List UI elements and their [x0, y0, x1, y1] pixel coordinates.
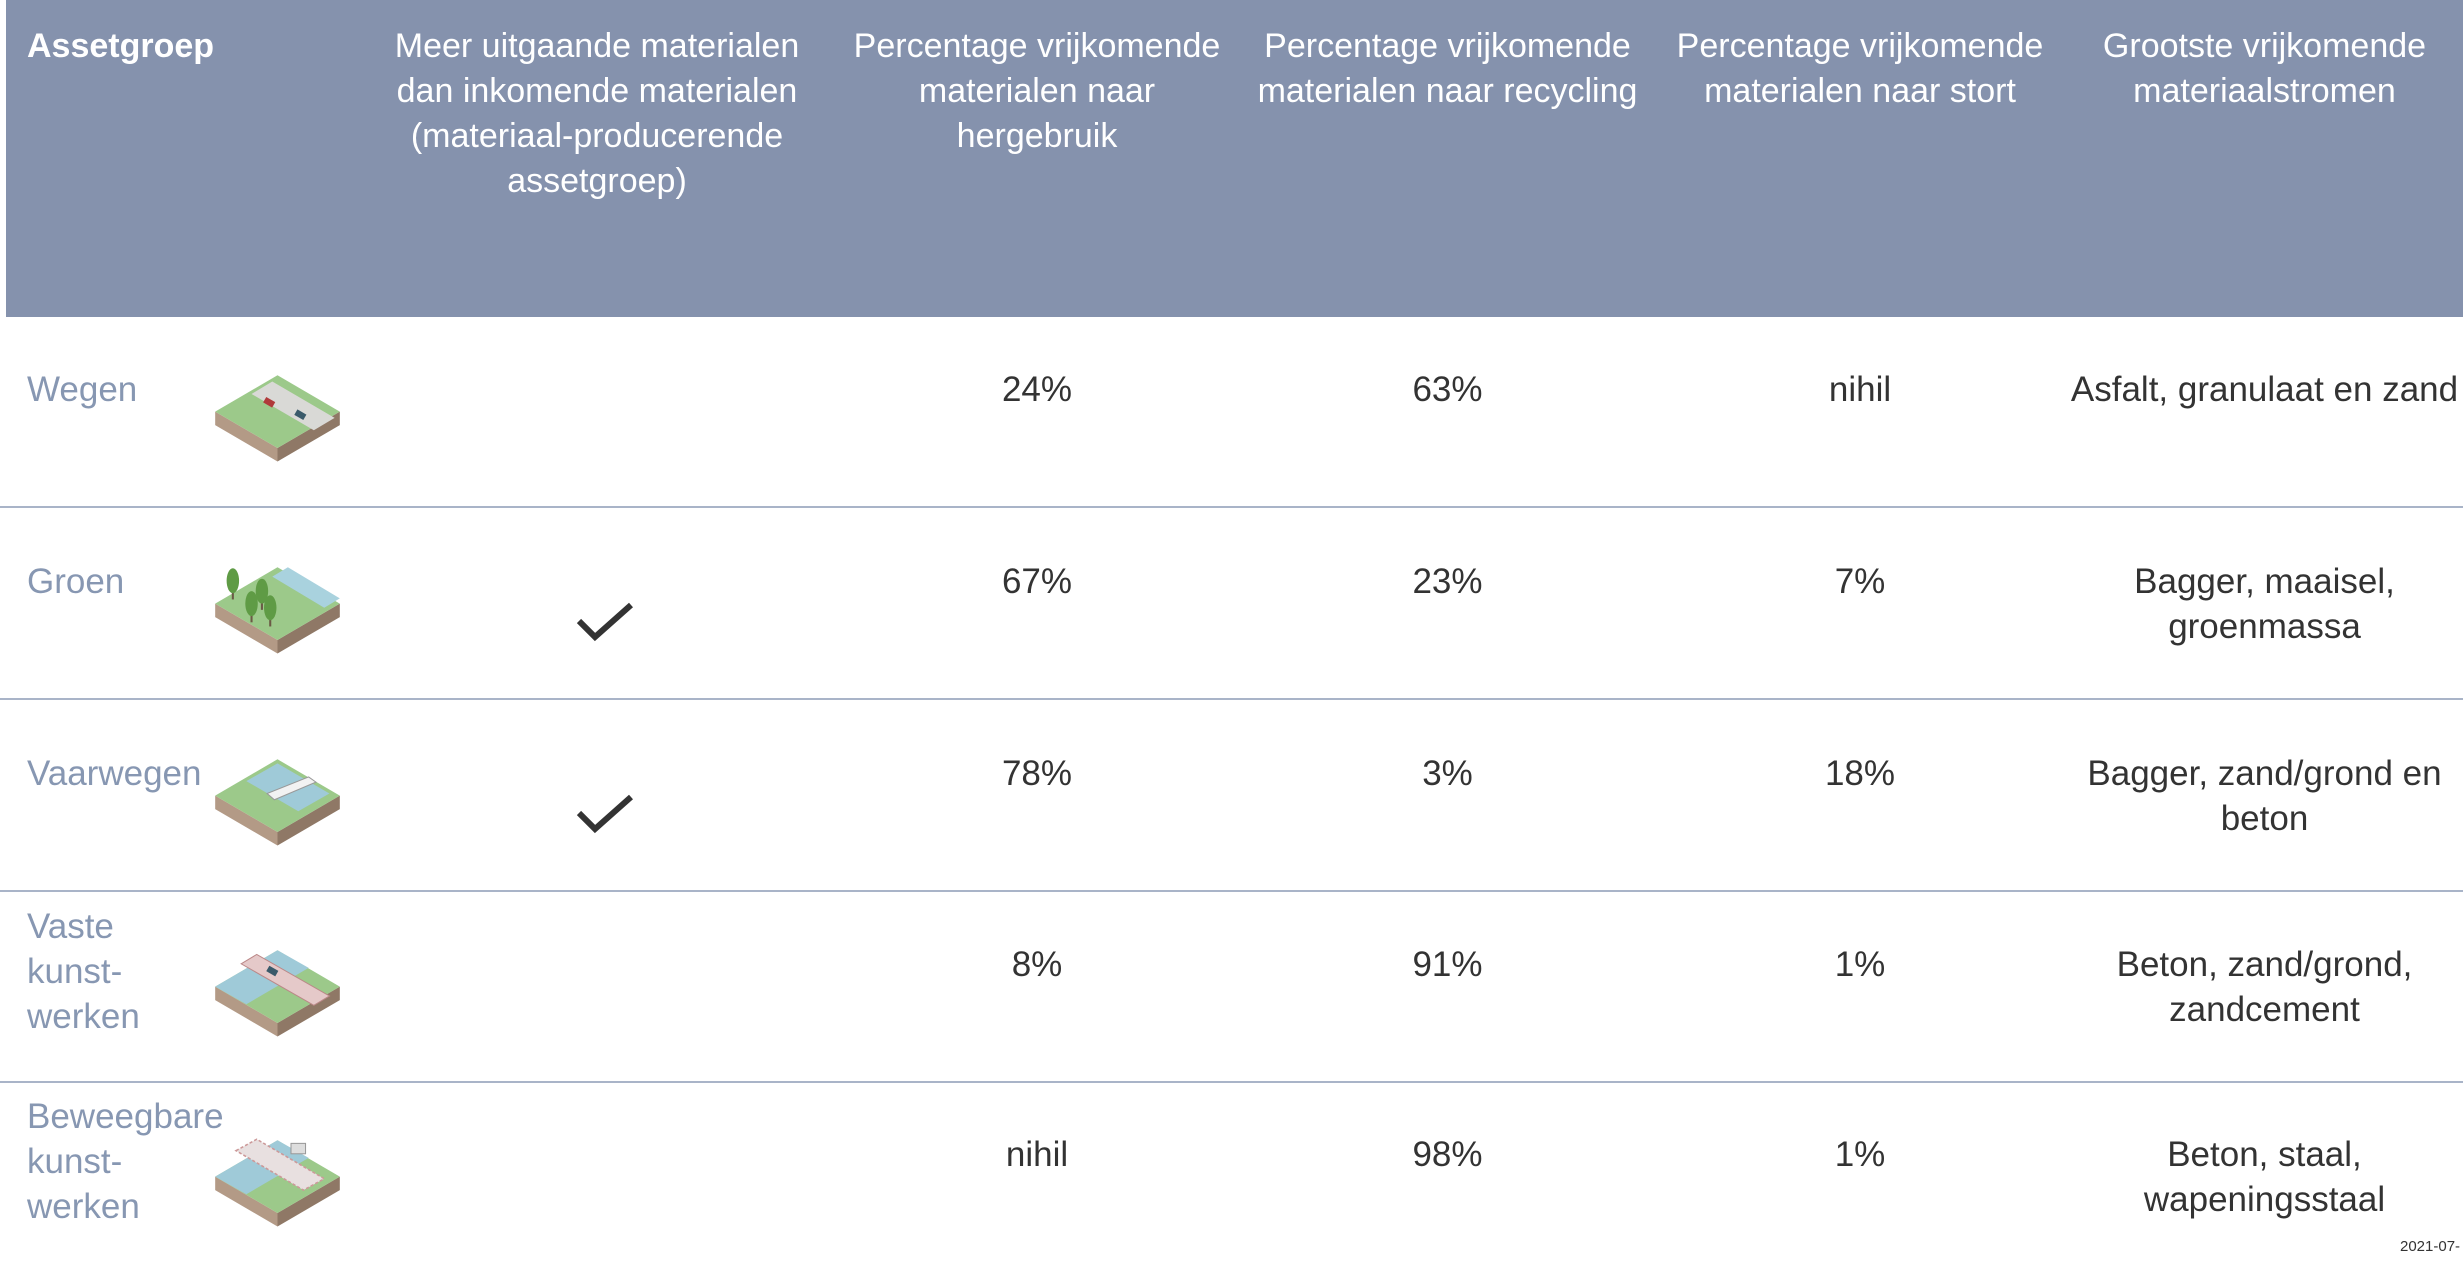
column-header: Grootste vrijkomende materiaalstromen: [2102, 27, 2427, 110]
tile-side: [277, 603, 340, 654]
table-row: Vaste kunst- werken 8% 91% 1% Beton, zand/gr…: [0, 892, 2463, 1083]
asset-icon: [215, 567, 340, 654]
column-header: Meer uitgaande materialen dan inkomende …: [394, 27, 800, 200]
material-streams: Beton, zand/grond, zandcement: [2116, 945, 2413, 1029]
car: [294, 409, 307, 421]
percentage: nihil: [1005, 1135, 1069, 1174]
percentage: 23%: [1412, 562, 1483, 601]
tree: [255, 578, 269, 604]
table-row: Groen 67% 23% 7% Bagger, maaisel, groenmassa: [0, 509, 2463, 700]
tile-top: [215, 375, 340, 448]
material-streams: Bagger, maaisel, groenmassa: [2134, 562, 2395, 646]
asset-group-name: Vaste kunst- werken: [27, 907, 140, 1036]
tree: [226, 568, 240, 594]
table-row: Wegen 24% 63% nihil Asfalt, granulaat en zan…: [0, 317, 2463, 508]
material-streams: Asfalt, granulaat en zand: [2070, 370, 2459, 409]
asset-group-name: Groen: [27, 562, 125, 601]
date-stamp: 2021-07-: [2400, 1238, 2461, 1255]
column-header: Percentage vrijkomende materialen naar h…: [853, 27, 1221, 155]
tile-side: [277, 1176, 340, 1227]
water: [215, 1140, 309, 1195]
tile-side: [215, 603, 278, 654]
percentage: nihil: [1828, 370, 1892, 409]
table-header: [6, 0, 2463, 317]
car: [263, 396, 276, 408]
water: [272, 567, 340, 608]
tile-side: [215, 795, 278, 846]
tile-side: [215, 986, 278, 1037]
boat: [266, 776, 317, 801]
bridge-house: [290, 1142, 307, 1155]
percentage: 98%: [1412, 1135, 1483, 1174]
tile-side: [277, 411, 340, 462]
table-row: Beweegbare kunst- werken nihil 98% 1% Beton,…: [0, 1082, 2463, 1266]
check-stroke: [576, 794, 633, 834]
asset-icon: [215, 759, 340, 846]
check-stroke: [576, 602, 633, 642]
asset-icon: [215, 375, 340, 462]
tile-side: [215, 411, 278, 462]
tree: [264, 595, 277, 621]
checkmark: [576, 794, 633, 834]
column-header: Assetgroep: [27, 27, 215, 65]
checkmark: [576, 602, 633, 642]
tile-side: [215, 1176, 278, 1227]
column-header: Percentage vrijkomende materialen naar r…: [1257, 27, 1638, 110]
tile-top: [215, 950, 340, 1023]
percentage: 24%: [1001, 370, 1073, 409]
material-streams: Beton, staal, wapeningsstaal: [2143, 1135, 2386, 1219]
tree: [245, 591, 258, 617]
asset-group-name: Beweegbare kunst- werken: [27, 1097, 224, 1226]
percentage: 67%: [1001, 562, 1073, 601]
road: [251, 381, 335, 431]
bridge: [234, 1138, 326, 1192]
asset-icon: [215, 950, 340, 1037]
percentage: 63%: [1412, 370, 1483, 409]
water: [215, 950, 309, 1005]
column-header: Percentage vrijkomende materialen naar s…: [1676, 27, 2044, 110]
asset-icon: [215, 1138, 340, 1227]
asset-group-name: Vaarwegen: [27, 754, 202, 793]
tile-side: [277, 795, 340, 846]
asset-group-name: Wegen: [27, 370, 138, 409]
percentage: 3%: [1422, 754, 1473, 793]
bridge: [240, 953, 331, 1006]
percentage: 18%: [1824, 754, 1896, 793]
table-row: Vaarwegen 78% 3% 18% Bagger, zand/grond en b…: [0, 701, 2463, 892]
percentage: 7%: [1834, 562, 1886, 601]
percentage: 78%: [1001, 754, 1073, 793]
percentage: 91%: [1412, 945, 1483, 984]
material-streams: Bagger, zand/grond en beton: [2087, 754, 2442, 838]
percentage: 8%: [1011, 945, 1063, 984]
car: [266, 965, 279, 977]
percentage: 1%: [1834, 945, 1886, 984]
percentage: 1%: [1834, 1135, 1886, 1174]
